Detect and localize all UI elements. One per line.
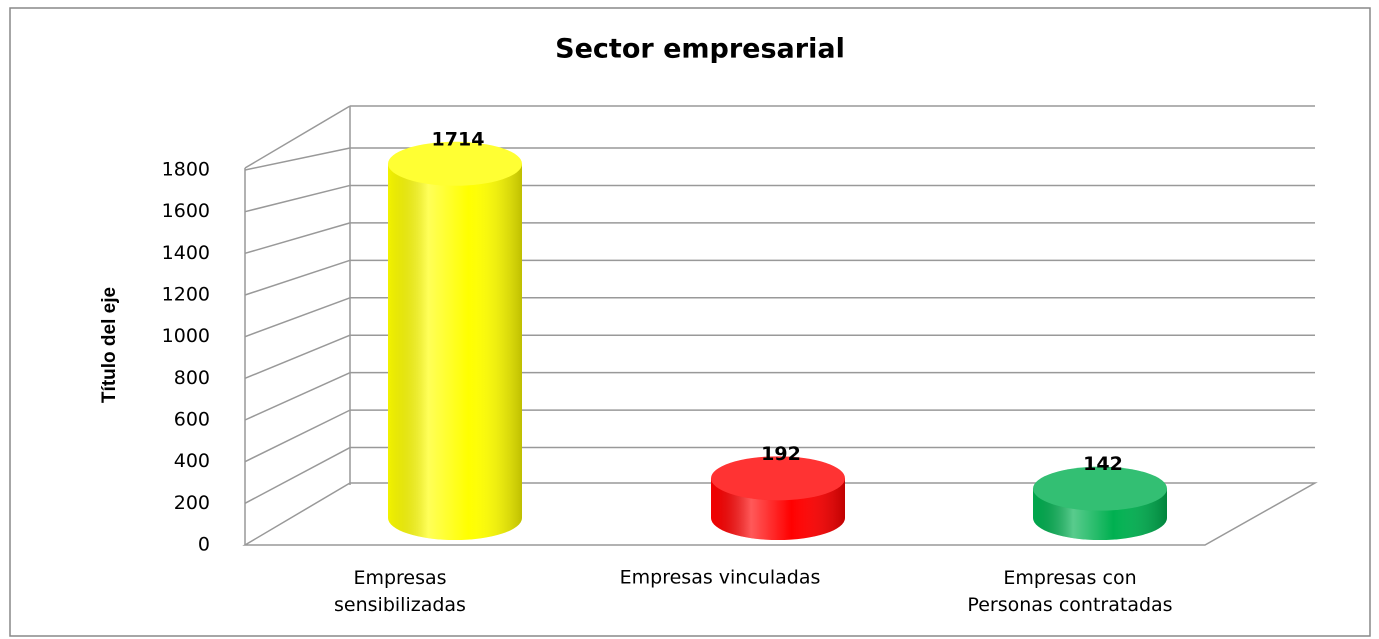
y-tick-label: 400	[174, 450, 210, 472]
chart-title: Sector empresarial	[555, 34, 845, 65]
cylinder-top	[388, 141, 522, 186]
cylinder-top	[711, 456, 845, 501]
side-wall-top	[244, 105, 351, 169]
value-label: 1714	[432, 128, 485, 150]
y-tick-label: 0	[198, 534, 210, 556]
cylinder-top-shade	[1033, 466, 1167, 511]
grid-line	[244, 334, 351, 380]
y-axis-label: Título del eje	[99, 287, 120, 403]
y-tick-label: 200	[174, 492, 210, 514]
y-tick-label: 1200	[162, 284, 210, 306]
grid-line	[244, 222, 351, 255]
x-tick-label: Empresas sensibilizadas	[334, 567, 466, 616]
value-label: 192	[761, 443, 801, 465]
y-tick-label: 1800	[162, 159, 210, 181]
grid-line	[244, 371, 351, 421]
y-tick-label: 600	[174, 409, 210, 431]
y-tick-label: 1400	[162, 242, 210, 264]
grid-line	[244, 147, 351, 171]
cylinder-top-shade	[388, 141, 522, 186]
y-tick-label: 1000	[162, 325, 210, 347]
cylinder-shade	[388, 163, 522, 541]
y-tick-label: 1600	[162, 200, 210, 222]
grid-line	[244, 184, 351, 213]
cylinder-top-shade	[711, 456, 845, 501]
y-tick-label: 800	[174, 367, 210, 389]
grid-line	[244, 297, 351, 338]
grid-line	[244, 409, 351, 463]
value-label: 142	[1083, 453, 1123, 475]
x-tick-label: Empresas vinculadas	[620, 567, 821, 589]
grid-line	[244, 259, 351, 296]
x-tick-label: Empresas con Personas contratadas	[967, 567, 1172, 616]
grid-line	[244, 446, 351, 504]
cylinder-top	[1033, 466, 1167, 511]
